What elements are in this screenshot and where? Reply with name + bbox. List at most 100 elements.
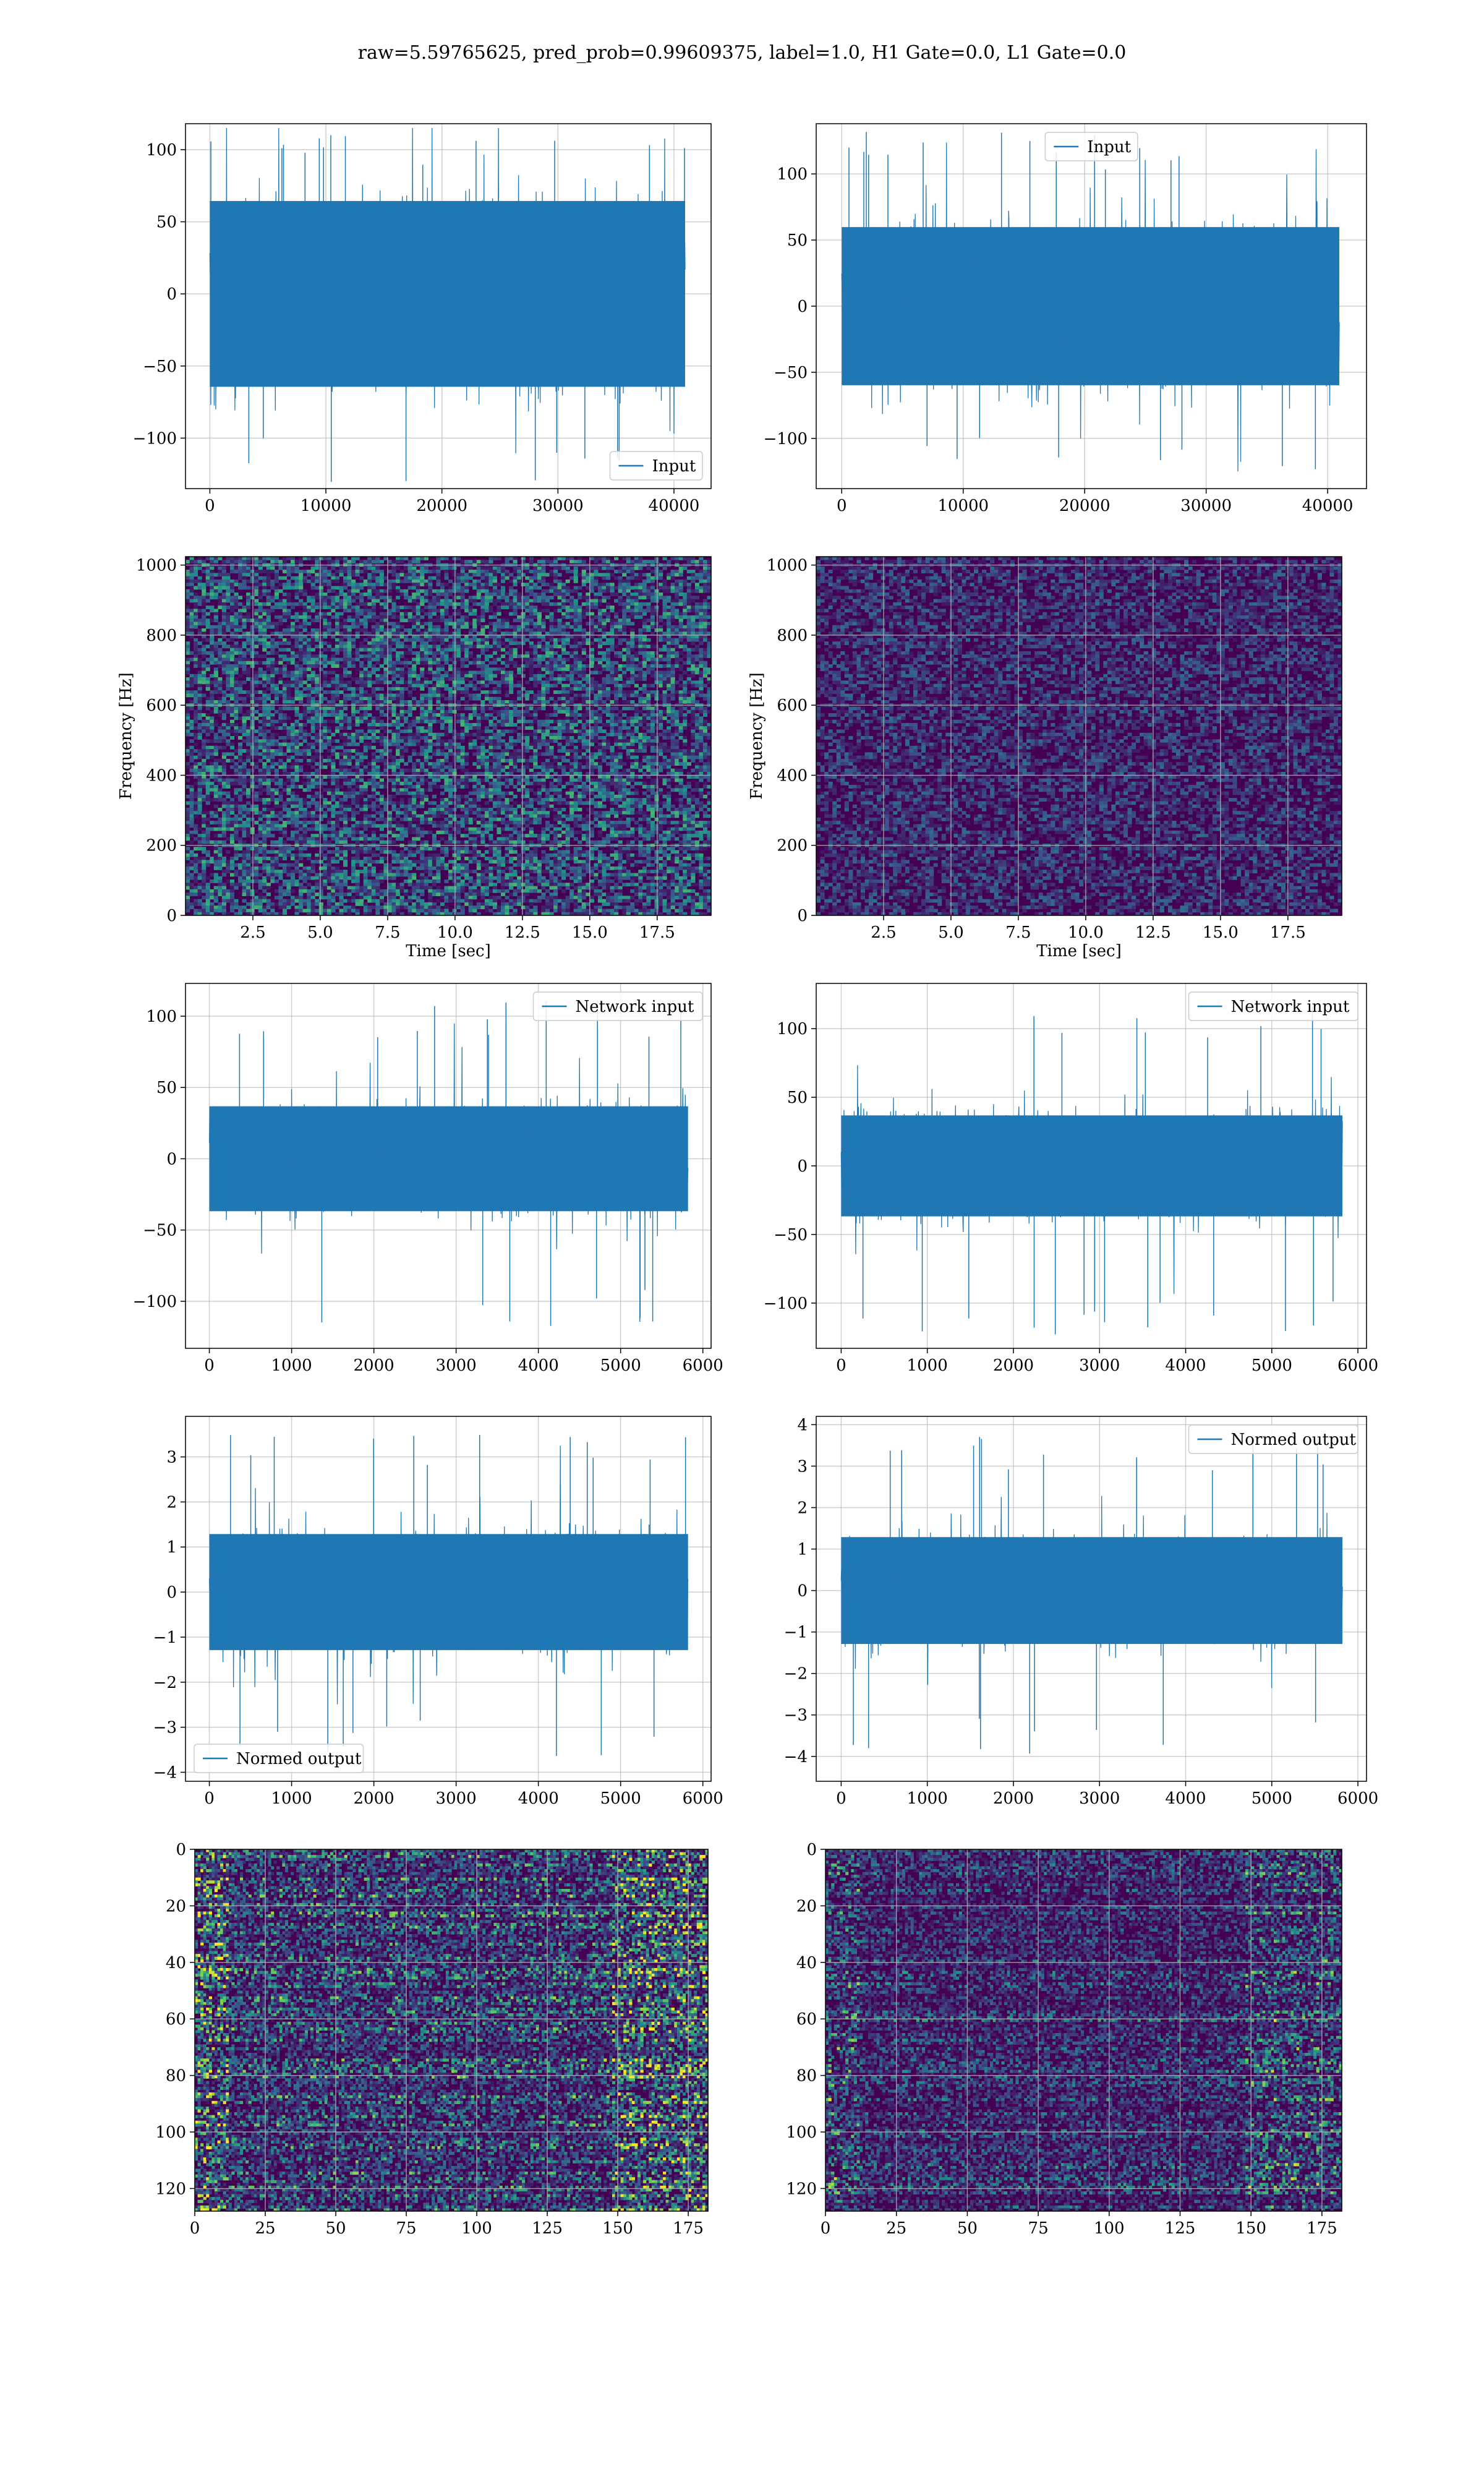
row2-left-cell <box>407 670 412 675</box>
row2-left-cell <box>202 670 207 675</box>
row2-left-cell <box>610 593 615 596</box>
row2-left-cell <box>226 579 231 583</box>
row2-left-cell <box>488 713 493 717</box>
row2-left-cell <box>246 641 251 645</box>
row2-left-cell <box>432 625 437 629</box>
row2-left-cell <box>581 687 586 691</box>
row2-left-cell <box>318 606 323 609</box>
row2-left-cell <box>254 583 259 587</box>
row2-left-cell <box>497 628 501 632</box>
row2-left-cell <box>412 557 417 560</box>
row2-left-cell <box>310 722 315 727</box>
row2-left-cell <box>448 693 453 698</box>
row2-left-cell <box>428 661 433 665</box>
row2-left-cell <box>492 657 498 662</box>
row2-left-cell <box>618 690 623 695</box>
row2-left-cell <box>186 648 190 652</box>
row2-left-cell <box>602 635 607 639</box>
row2-left-cell <box>573 651 578 655</box>
row2-left-cell <box>573 722 578 727</box>
row2-left-cell <box>630 657 635 662</box>
row2-left-cell <box>509 557 514 560</box>
row2-left-cell <box>444 631 449 636</box>
row2-left-cell <box>323 726 328 730</box>
row2-left-cell <box>480 638 485 642</box>
row2-left-cell <box>375 719 380 724</box>
row2-left-cell <box>707 670 712 675</box>
row2-left-cell <box>549 670 554 675</box>
row2-left-cell <box>315 687 320 691</box>
row2-left-cell <box>262 644 267 649</box>
row2-left-cell <box>246 635 251 639</box>
row2-left-cell <box>291 670 296 675</box>
row2-left-cell <box>667 596 672 600</box>
row2-left-cell <box>573 599 578 603</box>
row2-left-cell <box>638 677 643 681</box>
row2-left-cell <box>589 670 594 675</box>
row2-left-cell <box>205 583 210 587</box>
row2-left-cell <box>569 570 574 573</box>
row2-left-cell <box>702 706 708 711</box>
row2-left-cell <box>371 680 376 685</box>
row2-left-cell <box>484 680 489 685</box>
row2-left-cell <box>529 719 534 724</box>
row2-left-cell <box>318 593 323 596</box>
row2-left-cell <box>202 674 207 678</box>
row2-left-cell <box>210 609 215 613</box>
row2-left-cell <box>250 687 255 691</box>
row2-left-cell <box>626 706 631 711</box>
row2-left-cell <box>404 557 409 560</box>
row2-left-cell <box>694 602 699 606</box>
row2-left-cell <box>638 674 643 678</box>
row2-left-cell <box>586 700 591 704</box>
row2-left-cell <box>662 677 667 681</box>
row2-left-cell <box>189 677 194 681</box>
row2-left-cell <box>513 648 518 652</box>
row2-left-cell <box>210 680 215 685</box>
row2-left-cell <box>229 609 235 613</box>
row2-left-cell <box>339 722 344 727</box>
row2-left-cell <box>642 612 647 616</box>
row1-right-series-line <box>841 142 1340 472</box>
row2-left-cell <box>294 570 299 573</box>
row2-left-cell <box>318 654 323 659</box>
row2-left-cell <box>557 557 562 560</box>
row2-left-cell <box>266 570 271 573</box>
row2-left-cell <box>250 706 255 711</box>
row2-left-cell <box>258 566 263 570</box>
row2-left-cell <box>488 615 493 619</box>
row2-left-cell <box>387 706 393 711</box>
row2-left-cell <box>573 693 578 698</box>
row2-left-cell <box>202 570 207 573</box>
row2-left-cell <box>626 593 631 596</box>
row2-left-cell <box>602 573 607 577</box>
row2-left-cell <box>678 726 683 730</box>
row2-left-cell <box>367 651 372 655</box>
row2-left-cell <box>452 631 457 636</box>
row2-left-cell <box>218 661 223 665</box>
row2-left-cell <box>480 606 485 609</box>
row2-left-cell <box>610 609 615 613</box>
row2-left-cell <box>371 557 376 560</box>
row2-left-cell <box>545 635 550 639</box>
row2-left-cell <box>678 667 683 672</box>
row2-left-cell <box>597 602 603 606</box>
row2-left-cell <box>250 635 255 639</box>
row2-left-cell <box>541 635 546 639</box>
row2-left-cell <box>675 657 680 662</box>
row2-left-cell <box>299 644 304 649</box>
row2-left-cell <box>186 618 190 623</box>
row2-left-cell <box>525 586 530 590</box>
row2-left-cell <box>351 722 356 727</box>
row2-left-cell <box>331 628 336 632</box>
row2-left-cell <box>626 579 631 583</box>
row2-left-cell <box>432 635 437 639</box>
row2-left-cell <box>420 726 425 730</box>
row2-left-cell <box>262 661 267 665</box>
row1-left-legend: Input <box>609 451 703 481</box>
row2-left-cell <box>545 641 550 645</box>
row2-left-cell <box>335 638 340 642</box>
row2-left-cell <box>537 680 542 685</box>
row2-left-cell <box>250 648 255 652</box>
row2-left-cell <box>525 638 530 642</box>
